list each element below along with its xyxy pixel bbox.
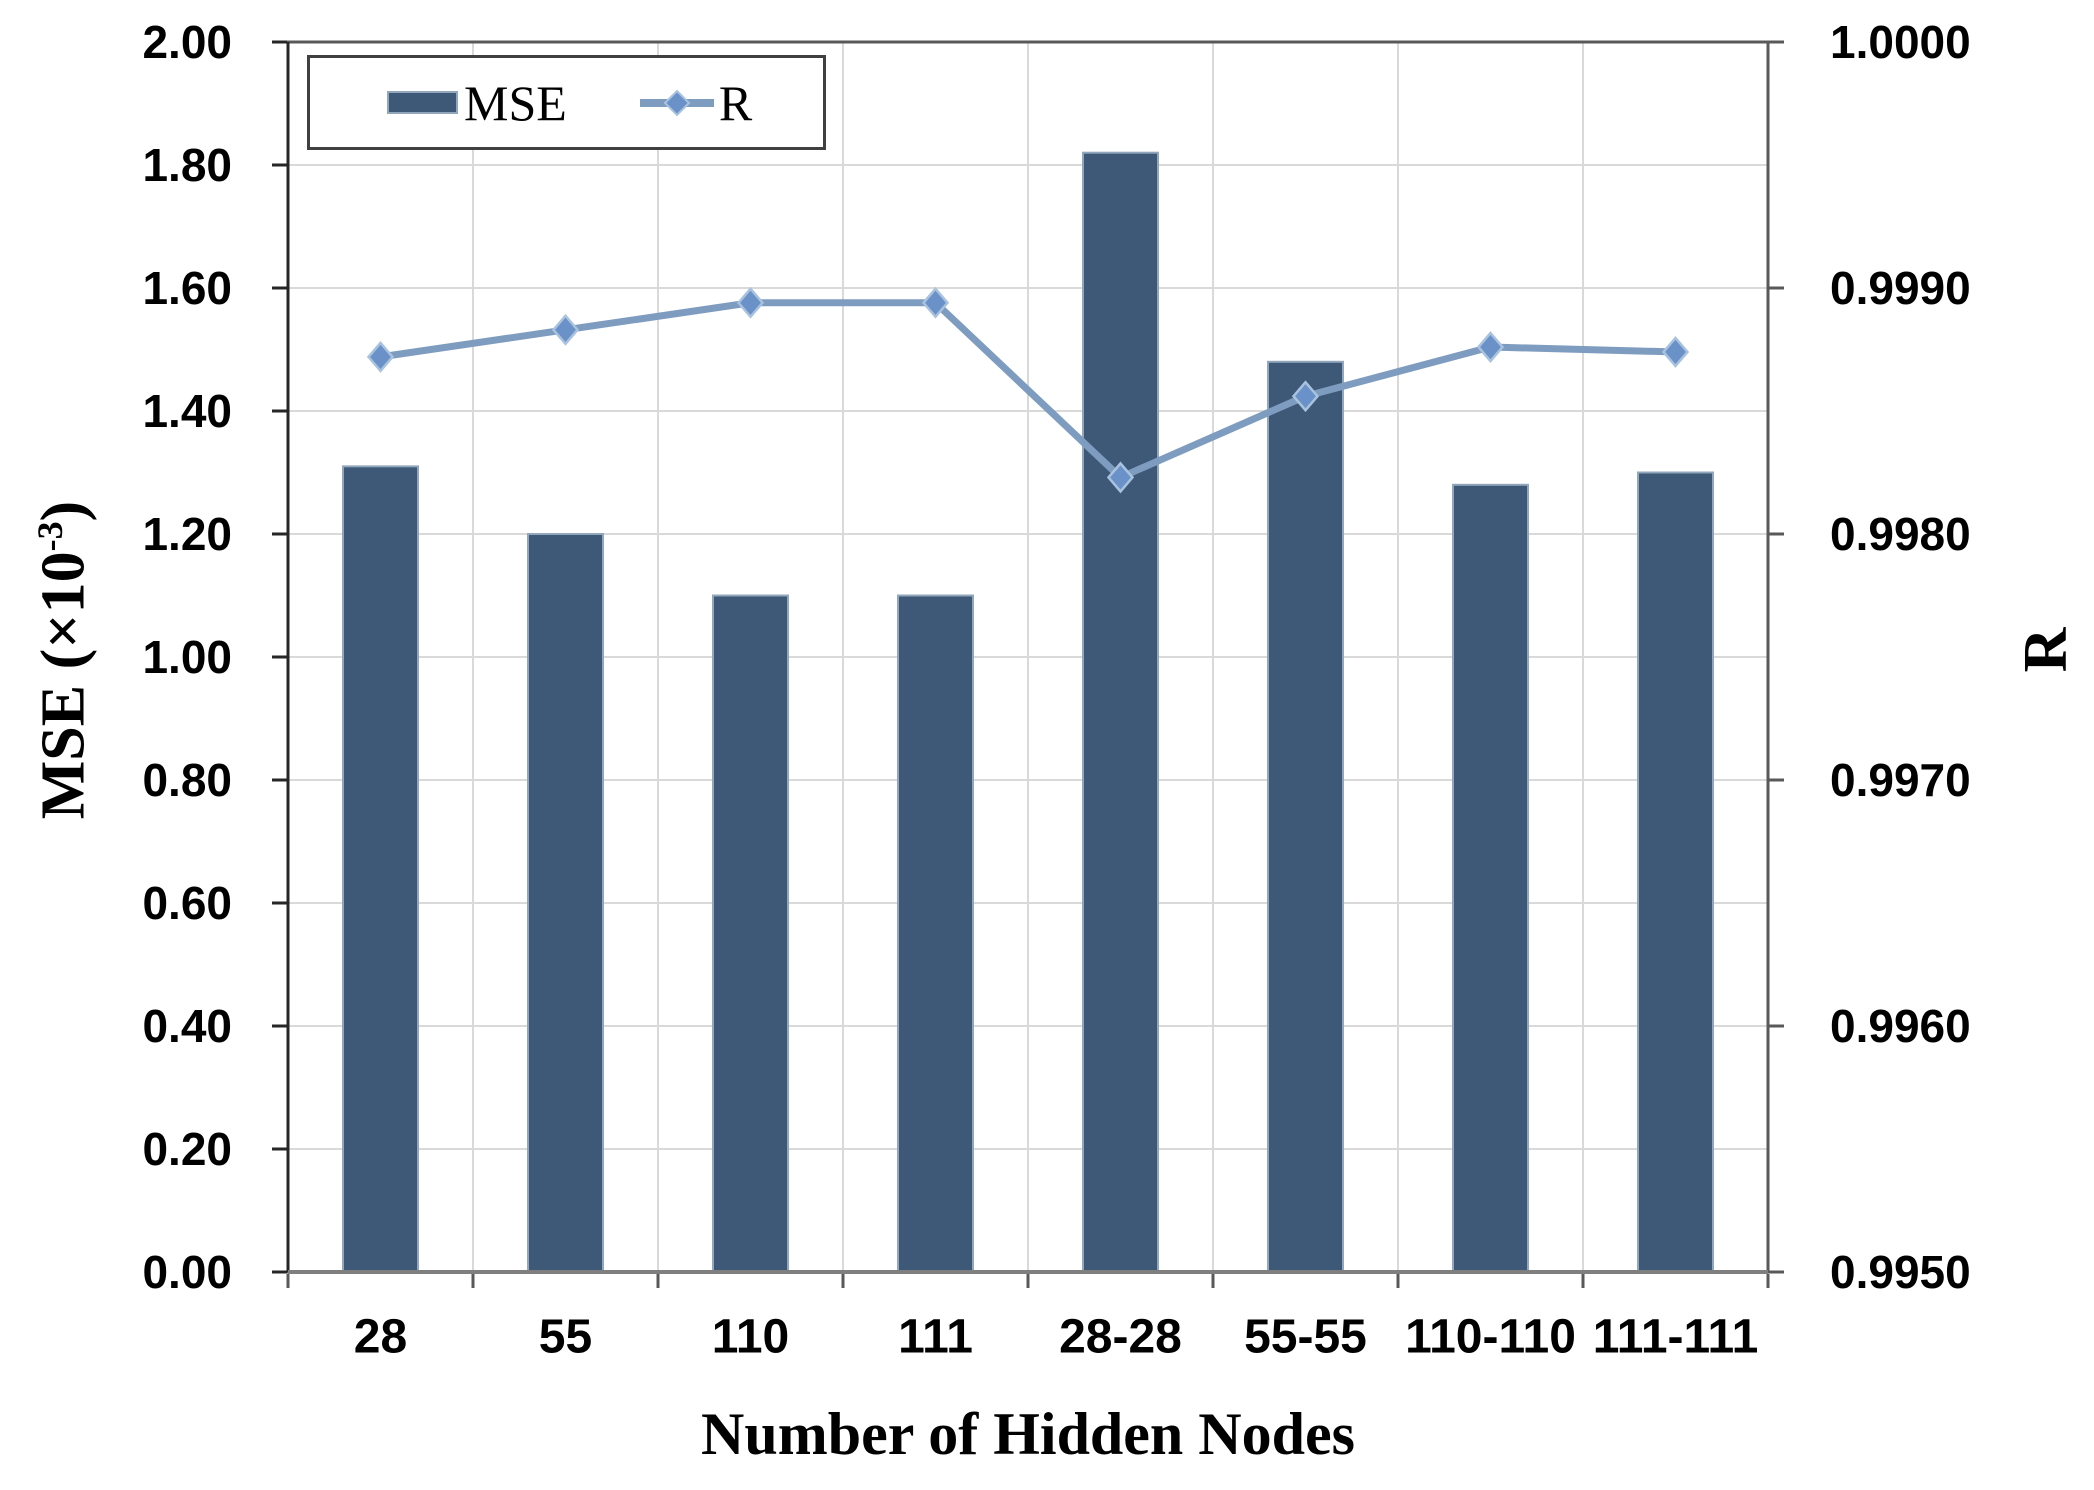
- r-line-marker-icon: [639, 89, 714, 116]
- legend-item-r: R: [639, 74, 752, 132]
- left-tick-label-1.00: 1.00: [142, 631, 232, 683]
- r-marker-28: [366, 340, 395, 373]
- x-category-label-111-111: 111-111: [1593, 1311, 1759, 1364]
- bar-111: [897, 594, 974, 1273]
- legend-label-mse: MSE: [464, 74, 567, 131]
- bar-110: [712, 594, 789, 1273]
- right-tick-label-0.9990: 0.9990: [1830, 262, 1971, 314]
- x-category-label-28: 28: [354, 1311, 407, 1364]
- bar-28: [342, 465, 419, 1274]
- left-tick-label-1.20: 1.20: [142, 508, 232, 560]
- right-tick-label-1.0000: 1.0000: [1830, 16, 1971, 68]
- r-line: [377, 299, 1679, 481]
- x-category-label-110-110: 110-110: [1405, 1311, 1576, 1364]
- right-tick-label-0.9980: 0.9980: [1830, 508, 1971, 560]
- right-tick-label-0.9950: 0.9950: [1830, 1246, 1971, 1298]
- bar-55-55: [1267, 360, 1344, 1273]
- bar-28-28: [1082, 151, 1159, 1274]
- legend: MSE R: [307, 55, 826, 150]
- right-tick-label-0.9970: 0.9970: [1830, 754, 1971, 806]
- bar-55: [527, 533, 604, 1273]
- legend-item-mse: MSE: [387, 74, 567, 132]
- legend-label-r: R: [718, 74, 753, 131]
- r-marker-110-110: [1476, 331, 1505, 363]
- r-marker-55-55: [1291, 380, 1320, 413]
- x-axis-title: Number of Hidden Nodes: [701, 1401, 1355, 1467]
- r-marker-111: [921, 286, 950, 319]
- left-tick-label-0.20: 0.20: [142, 1123, 232, 1175]
- x-category-label-55: 55: [539, 1311, 592, 1364]
- left-tick-label-0.60: 0.60: [142, 877, 232, 929]
- left-tick-label-0.00: 0.00: [142, 1246, 232, 1298]
- left-tick-label-2.00: 2.00: [142, 16, 232, 68]
- r-marker-28-28: [1106, 461, 1135, 494]
- r-marker-110: [736, 286, 765, 319]
- left-axis-title: MSE (×10-3): [29, 500, 98, 820]
- x-category-label-111: 111: [898, 1311, 973, 1364]
- mse-bar-swatch-icon: [387, 91, 458, 114]
- left-tick-label-0.80: 0.80: [142, 754, 232, 806]
- left-tick-label-1.40: 1.40: [142, 385, 232, 437]
- bar-111-111: [1637, 471, 1714, 1273]
- r-marker-111-111: [1661, 336, 1690, 368]
- right-axis-title: R: [2012, 627, 2080, 673]
- x-category-label-110: 110: [712, 1311, 789, 1364]
- r-marker-55: [551, 313, 580, 346]
- bar-110-110: [1452, 483, 1529, 1273]
- x-category-label-55-55: 55-55: [1244, 1311, 1367, 1364]
- left-tick-label-0.40: 0.40: [142, 1000, 232, 1052]
- right-tick-label-0.9960: 0.9960: [1830, 1000, 1971, 1052]
- left-tick-label-1.60: 1.60: [142, 262, 232, 314]
- x-category-label-28-28: 28-28: [1059, 1311, 1182, 1364]
- left-tick-label-1.80: 1.80: [142, 139, 232, 191]
